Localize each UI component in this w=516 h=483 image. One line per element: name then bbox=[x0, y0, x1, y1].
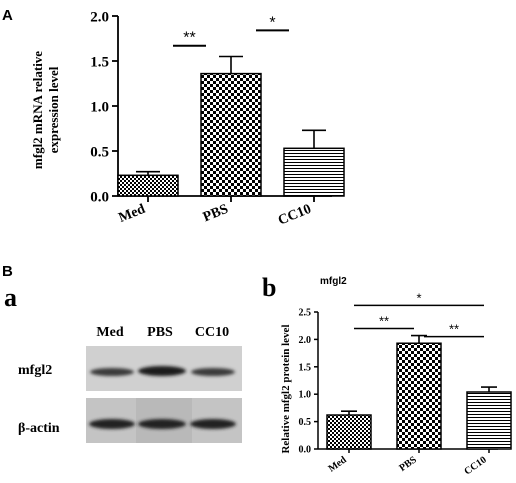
sub-panel-letter-b: b bbox=[262, 273, 276, 302]
bar-cc10 bbox=[466, 391, 512, 450]
significance-label: ** bbox=[183, 30, 195, 47]
y-tick-label: 1.0 bbox=[90, 99, 109, 115]
bar-med bbox=[117, 174, 179, 197]
protein-bar-chart: mfgl2 Relative mfgl2 protein level 0.0 0.… bbox=[280, 276, 512, 477]
significance-label: * bbox=[269, 14, 275, 31]
x-tick-label-med: Med bbox=[326, 454, 349, 474]
lane-label-pbs: PBS bbox=[147, 325, 173, 340]
y-tick-label: 0.5 bbox=[90, 144, 109, 160]
y-tick-label: 0.0 bbox=[299, 445, 312, 456]
x-tick-label-pbs: PBS bbox=[397, 454, 419, 474]
bar-pbs bbox=[200, 72, 262, 197]
lane-label-med: Med bbox=[96, 325, 123, 340]
corner-label-mfgl2: mfgl2 bbox=[320, 276, 347, 287]
significance-label: * bbox=[416, 290, 421, 305]
y-tick-label: 2.0 bbox=[90, 9, 109, 25]
y-tick-label: 0.0 bbox=[90, 189, 109, 205]
significance-label: ** bbox=[379, 313, 389, 328]
band-actin-cc10 bbox=[190, 419, 236, 429]
y-tick-label: 1.5 bbox=[90, 54, 109, 70]
y-axis-label: Relative mfgl2 protein level bbox=[280, 324, 292, 453]
x-tick-label-cc10: CC10 bbox=[276, 202, 313, 229]
x-tick-label-med: Med bbox=[117, 202, 148, 226]
y-axis-label-line-2: expression level bbox=[46, 66, 61, 153]
bar-med bbox=[326, 414, 372, 450]
y-axis-label-line-1: mfgl2 mRNA relative bbox=[30, 51, 45, 169]
western-blot: Med PBS CC10 mfgl2 β-actin bbox=[18, 325, 242, 443]
bar-cc10 bbox=[283, 147, 345, 197]
mrna-bar-chart: mfgl2 mRNA relative expression level 0.0… bbox=[30, 9, 345, 229]
lane-label-cc10: CC10 bbox=[195, 325, 229, 340]
y-tick-label: 0.5 bbox=[299, 417, 312, 428]
band-actin-med bbox=[89, 419, 135, 429]
x-tick-label-pbs: PBS bbox=[201, 202, 231, 226]
sub-panel-letter-a: a bbox=[4, 283, 17, 312]
band-mfgl2-pbs bbox=[138, 366, 186, 376]
row-label-mfgl2: mfgl2 bbox=[18, 363, 52, 378]
band-mfgl2-med bbox=[90, 368, 134, 376]
x-tick-label-cc10: CC10 bbox=[462, 454, 488, 477]
panel-letter-B: B bbox=[2, 263, 13, 280]
band-mfgl2-cc10 bbox=[191, 368, 235, 376]
y-tick-label: 1.0 bbox=[299, 390, 312, 401]
bar-pbs bbox=[396, 342, 442, 450]
y-tick-label: 2.5 bbox=[299, 308, 312, 319]
y-tick-label: 2.0 bbox=[299, 335, 312, 346]
row-label-beta-actin: β-actin bbox=[18, 421, 60, 436]
y-tick-label: 1.5 bbox=[299, 362, 312, 373]
panel-letter-A: A bbox=[2, 7, 13, 24]
band-actin-pbs bbox=[138, 419, 186, 429]
significance-label: ** bbox=[449, 322, 459, 337]
